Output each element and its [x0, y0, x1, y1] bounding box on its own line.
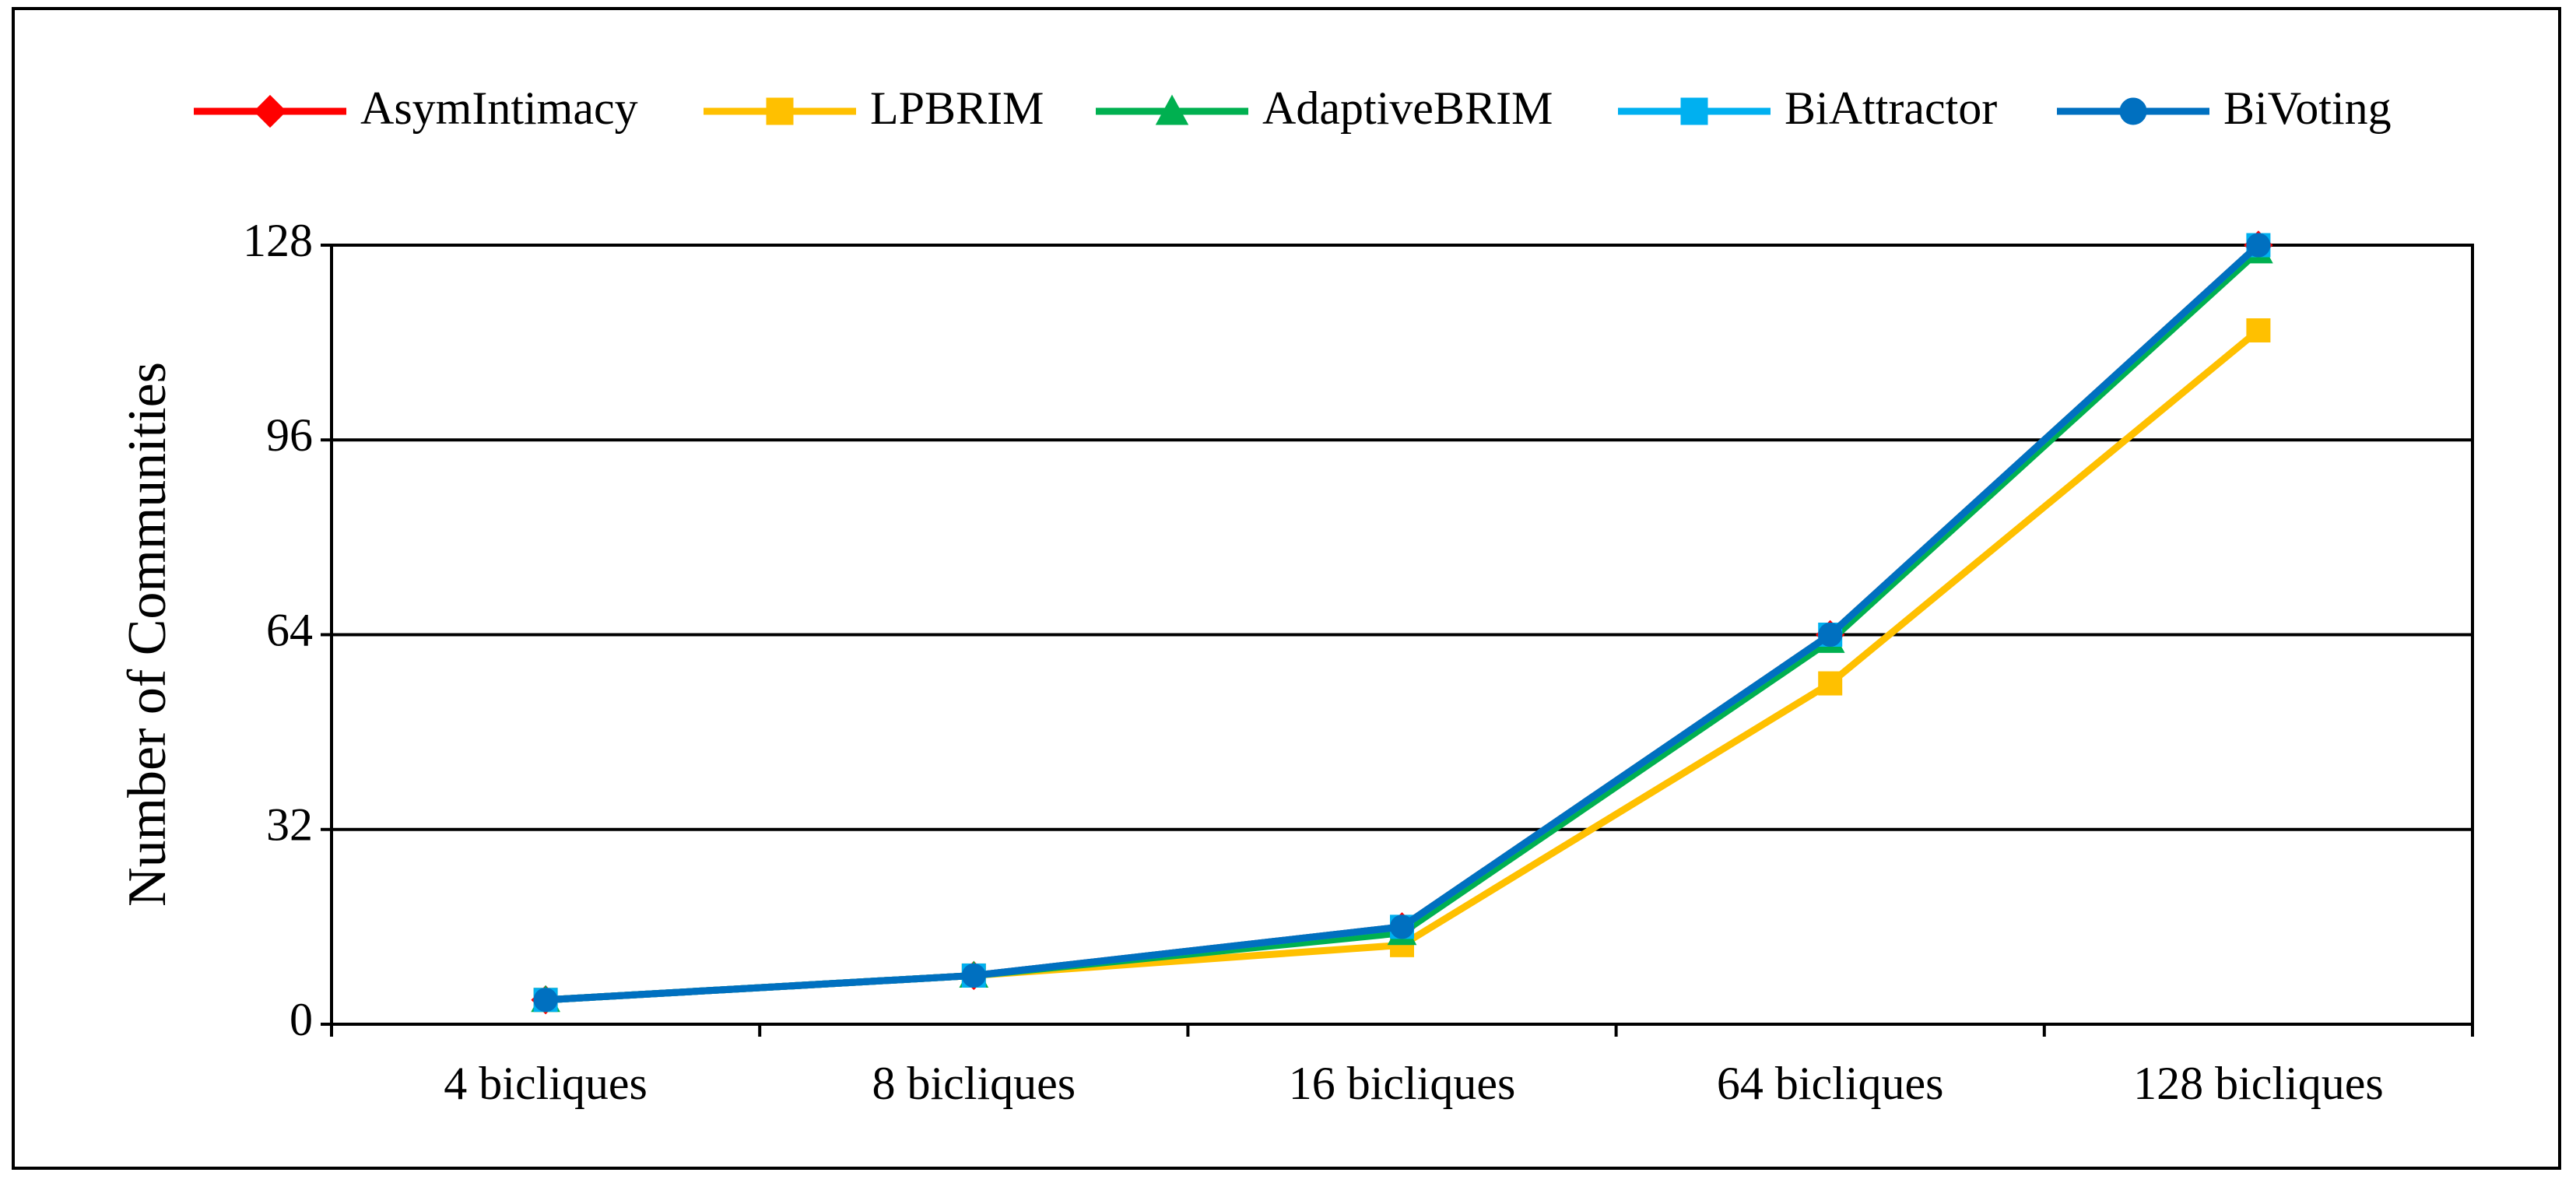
y-tick-label: 64	[266, 604, 313, 655]
x-tick-label: 16 bicliques	[1289, 1058, 1516, 1109]
legend-marker	[2119, 97, 2147, 125]
y-tick-label: 32	[266, 799, 313, 851]
legend-marker	[253, 94, 287, 128]
y-tick-label: 128	[243, 215, 313, 266]
plot-area	[330, 244, 2474, 1026]
legend-marker	[766, 97, 794, 125]
legend-label: BiVoting	[2223, 82, 2392, 134]
marker	[533, 988, 558, 1013]
marker	[2246, 318, 2271, 342]
marker	[1818, 671, 1843, 696]
chart-border	[12, 7, 2561, 1170]
legend-label: LPBRIM	[870, 82, 1044, 134]
marker	[1818, 623, 1843, 647]
marker	[961, 963, 986, 988]
marker	[2246, 233, 2271, 258]
marker	[1390, 914, 1414, 939]
x-tick-label: 8 bicliques	[872, 1058, 1076, 1109]
x-tick-label: 64 bicliques	[1717, 1058, 1944, 1109]
legend-marker	[1155, 94, 1189, 125]
y-tick-label: 0	[290, 994, 313, 1045]
legend-label: BiAttractor	[1785, 82, 1997, 134]
legend-label: AsymIntimacy	[360, 82, 638, 134]
x-tick-label: 128 bicliques	[2133, 1058, 2384, 1109]
legend-label: AdaptiveBRIM	[1262, 82, 1553, 134]
y-tick-label: 96	[266, 409, 313, 461]
x-tick-label: 4 bicliques	[444, 1058, 648, 1109]
legend-marker	[1680, 97, 1708, 125]
y-axis-label: Number of Communities	[118, 362, 177, 907]
